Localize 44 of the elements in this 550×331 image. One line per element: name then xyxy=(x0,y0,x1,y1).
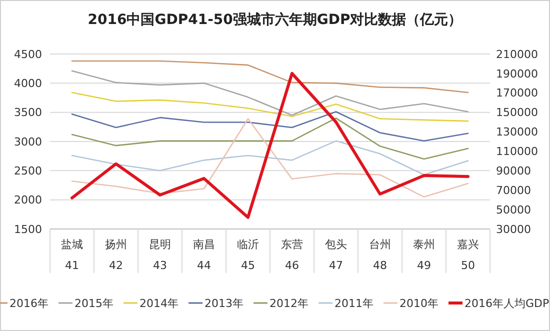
y-tick-label: 3000 xyxy=(14,135,42,148)
x-tick-label: 盐城 41 xyxy=(61,238,83,272)
legend-label: 2013年 xyxy=(204,296,244,310)
legend-label: 2012年 xyxy=(270,296,308,310)
y-tick-label: 4500 xyxy=(14,48,42,61)
y2-tick-label: 30000 xyxy=(496,222,531,236)
x-tick-label: 泰州 49 xyxy=(413,238,435,272)
x-tick-label: 昆明 43 xyxy=(149,238,171,272)
legend-label: 2016年人均GDP xyxy=(464,296,550,310)
legend-label: 2016年 xyxy=(10,296,48,310)
legend-label: 2015年 xyxy=(74,296,114,310)
y-tick-label: 4000 xyxy=(14,77,42,90)
y2-tick-label: 150000 xyxy=(496,106,538,120)
legend-label: 2011年 xyxy=(334,296,374,310)
y-tick-label: 2500 xyxy=(14,164,42,178)
legend-label: 2010年 xyxy=(400,296,438,310)
y2-tick-label: 210000 xyxy=(496,48,538,61)
line-series xyxy=(71,111,469,142)
y-tick-label: 2000 xyxy=(14,194,42,207)
y2-tick-label: 50000 xyxy=(496,203,531,216)
y-tick-label: 1500 xyxy=(14,222,42,236)
line-series xyxy=(71,70,469,116)
x-tick-label: 包头 47 xyxy=(325,238,347,272)
x-tick-label: 扬州 42 xyxy=(105,238,127,272)
line-series xyxy=(71,118,469,198)
line-series xyxy=(70,72,470,219)
y-tick-label: 3500 xyxy=(14,106,42,120)
y2-tick-label: 70000 xyxy=(496,184,531,197)
x-tick-label: 南昌 44 xyxy=(193,238,215,272)
chart-title: 2016中国GDP41-50强城市六年期GDP对比数据（亿元） xyxy=(88,11,462,28)
x-tick-label: 东营 46 xyxy=(281,238,303,272)
y2-tick-label: 190000 xyxy=(496,67,538,80)
x-tick-label: 台州 48 xyxy=(369,238,391,272)
y2-tick-label: 110000 xyxy=(496,145,538,158)
legend-label: 2014年 xyxy=(140,296,178,310)
x-tick-label: 临沂 45 xyxy=(237,238,259,272)
x-tick-label: 嘉兴 50 xyxy=(457,238,479,272)
y2-tick-label: 130000 xyxy=(496,126,538,139)
line-series xyxy=(71,140,469,176)
line-series xyxy=(71,60,469,94)
y2-tick-label: 90000 xyxy=(496,164,531,178)
y2-tick-label: 170000 xyxy=(496,86,538,100)
line-series xyxy=(71,118,469,160)
line-series xyxy=(71,92,469,122)
